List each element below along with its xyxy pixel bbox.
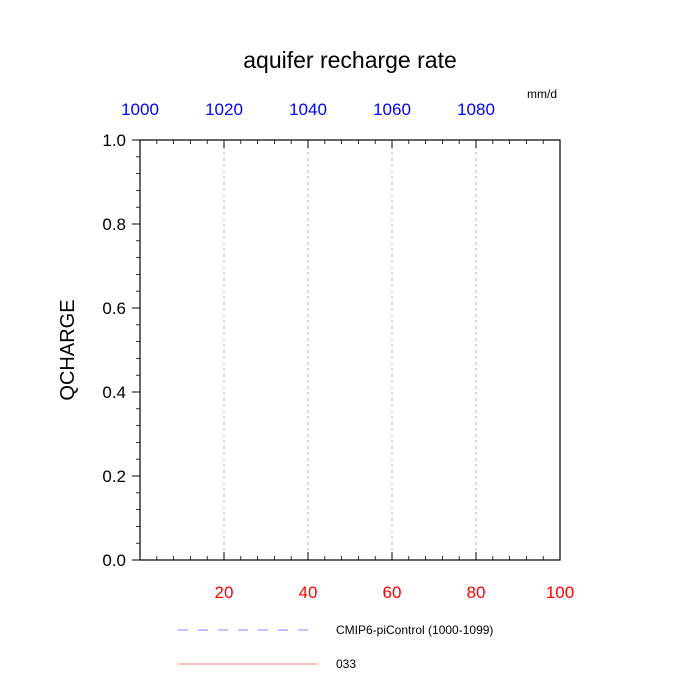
legend-label-0: CMIP6-piControl (1000-1099) xyxy=(336,623,493,637)
minor-ticks xyxy=(136,140,544,560)
bottom-tick-labels: 20 40 60 80 100 xyxy=(215,583,575,602)
bottom-tick-label: 100 xyxy=(546,583,574,602)
legend: CMIP6-piControl (1000-1099) 033 xyxy=(178,623,493,671)
top-tick-label: 1060 xyxy=(373,100,411,119)
y-tick-label: 1.0 xyxy=(102,131,126,150)
bottom-tick-label: 80 xyxy=(467,583,486,602)
bottom-tick-label: 20 xyxy=(215,583,234,602)
top-tick-label: 1020 xyxy=(205,100,243,119)
bottom-tick-label: 60 xyxy=(383,583,402,602)
y-tick-label: 0.4 xyxy=(102,383,126,402)
y-tick-label: 0.6 xyxy=(102,299,126,318)
grid-lines xyxy=(223,140,477,560)
y-tick-label: 0.2 xyxy=(102,467,126,486)
major-ticks xyxy=(132,139,561,561)
plot-frame xyxy=(139,139,561,561)
chart-title: aquifer recharge rate xyxy=(243,47,457,73)
top-tick-labels: 1000 1020 1040 1060 1080 xyxy=(121,100,495,119)
y-tick-label: 0.0 xyxy=(102,551,126,570)
top-tick-label: 1000 xyxy=(121,100,159,119)
units-label: mm/d xyxy=(527,87,557,101)
y-tick-label: 0.8 xyxy=(102,215,126,234)
top-tick-label: 1080 xyxy=(457,100,495,119)
bottom-tick-label: 40 xyxy=(299,583,318,602)
y-axis-label: QCHARGE xyxy=(57,299,79,400)
top-tick-label: 1040 xyxy=(289,100,327,119)
y-tick-labels: 0.0 0.2 0.4 0.6 0.8 1.0 xyxy=(102,131,126,570)
legend-label-1: 033 xyxy=(336,657,356,671)
